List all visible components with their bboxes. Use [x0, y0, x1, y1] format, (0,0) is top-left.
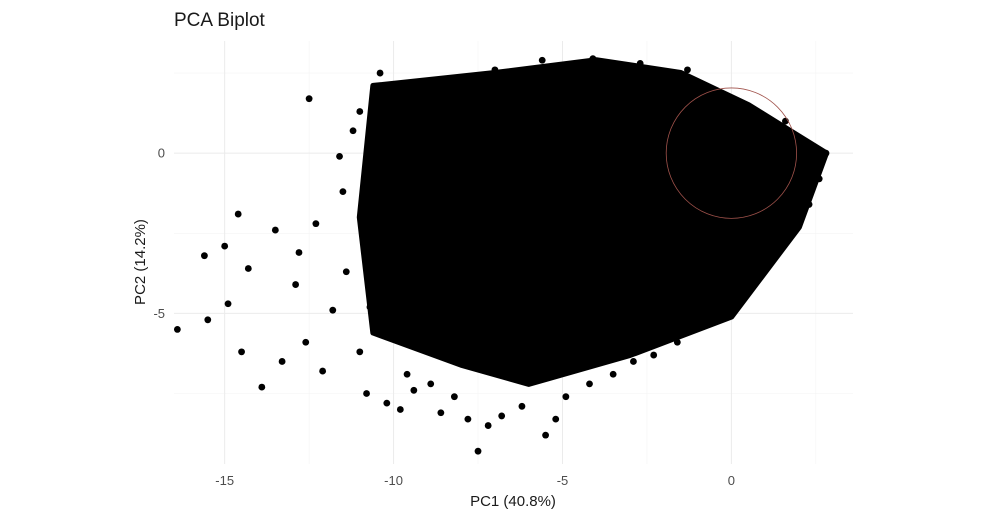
data-point [369, 239, 377, 247]
data-point [366, 303, 374, 311]
data-point [491, 66, 499, 74]
data-point [542, 431, 549, 439]
data-point [738, 287, 745, 295]
data-point [376, 69, 384, 77]
data-point [427, 380, 435, 388]
data-point [697, 322, 705, 330]
data-point [474, 447, 482, 455]
data-point [356, 348, 364, 356]
data-point [609, 370, 617, 378]
x-tick-label: -15 [215, 473, 234, 488]
data-point [396, 406, 404, 413]
data-point [302, 338, 310, 346]
data-point [562, 393, 570, 401]
data-point [244, 265, 252, 272]
data-point [258, 383, 266, 391]
scatter-points [173, 55, 830, 455]
data-point [589, 55, 597, 63]
data-point [538, 56, 546, 64]
data-point [444, 76, 452, 83]
data-point [173, 326, 181, 333]
x-tick-label: -10 [384, 473, 403, 488]
data-point [204, 316, 212, 324]
data-point [349, 127, 357, 135]
data-point [396, 114, 404, 122]
data-point [450, 393, 458, 401]
data-point [684, 66, 691, 74]
plot-panel [173, 55, 830, 455]
chart-title: PCA Biplot [174, 10, 266, 31]
data-point [224, 300, 232, 308]
y-tick-label: -5 [153, 306, 165, 321]
correlation-circle [665, 87, 797, 219]
data-point [673, 338, 681, 346]
data-point [336, 152, 343, 160]
data-point [805, 201, 813, 208]
data-point [768, 252, 776, 260]
data-point [356, 108, 364, 115]
data-point [822, 149, 830, 157]
data-point [464, 415, 472, 423]
data-point [815, 175, 823, 183]
data-point [383, 399, 391, 407]
data-point [319, 367, 327, 375]
data-point [410, 386, 418, 394]
data-point [363, 168, 370, 176]
y-axis-title: PC2 (14.2%) [132, 219, 149, 305]
data-point [586, 380, 593, 388]
data-point [312, 220, 320, 228]
x-tick-label: 0 [728, 473, 735, 488]
data-point [342, 268, 350, 276]
data-point [437, 409, 445, 417]
data-point [278, 358, 286, 365]
x-axis-title: PC1 (40.8%) [470, 493, 556, 510]
data-point [234, 210, 242, 218]
data-point [630, 358, 637, 365]
data-point [552, 415, 560, 423]
data-point [329, 306, 337, 314]
data-point [484, 422, 492, 429]
data-point [305, 95, 313, 103]
data-point [292, 281, 300, 288]
y-tick-label: 0 [158, 146, 165, 161]
data-point [390, 136, 397, 144]
data-point [795, 217, 803, 224]
data-point [650, 351, 658, 359]
data-point [238, 348, 245, 356]
data-point [221, 242, 229, 250]
data-point [403, 370, 411, 378]
data-point [636, 60, 644, 67]
dense-point-cloud [356, 57, 829, 387]
data-point [363, 390, 370, 397]
data-point [518, 402, 526, 410]
data-point [201, 252, 208, 260]
data-point [417, 345, 425, 353]
data-point [498, 412, 506, 420]
y-axis-ticks: 0 -5 [153, 146, 165, 321]
data-point [271, 226, 279, 234]
data-point [778, 242, 786, 250]
x-axis-ticks: -15 -10 -5 0 [215, 473, 735, 488]
data-point [339, 188, 347, 196]
data-point [295, 249, 303, 256]
data-point [413, 88, 421, 96]
x-tick-label: -5 [557, 473, 569, 488]
data-point [724, 303, 732, 311]
